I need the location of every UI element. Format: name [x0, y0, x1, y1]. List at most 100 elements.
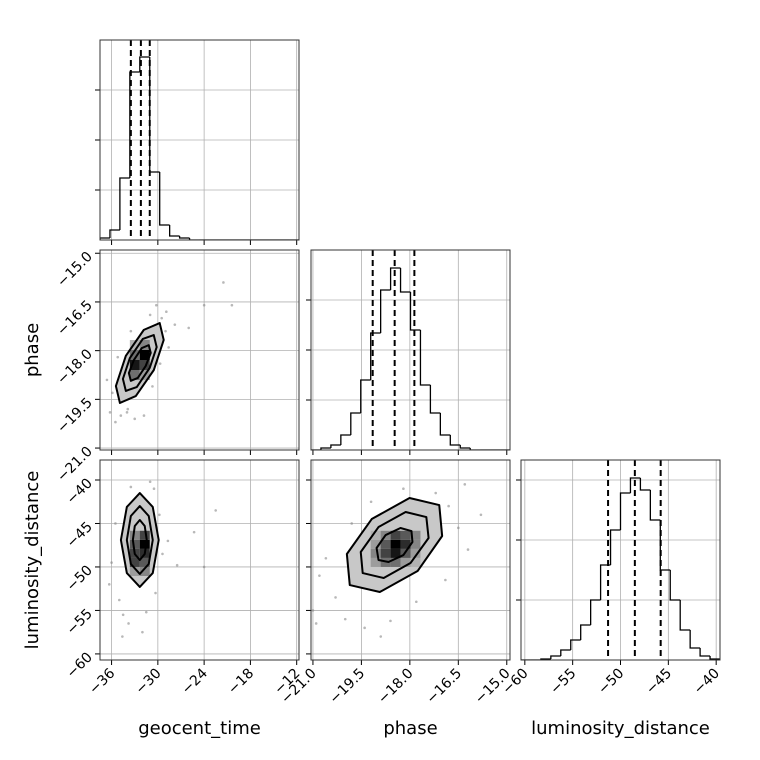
sample-point: [314, 622, 318, 625]
hist-step: [459, 445, 471, 449]
density-cell: [410, 530, 421, 540]
density-cell: [129, 340, 140, 350]
hist-step: [699, 648, 711, 657]
hist-step: [570, 639, 581, 650]
hist-step: [119, 177, 130, 230]
density-cell: [129, 350, 140, 360]
hist-step: [679, 600, 691, 631]
x-axis-label: luminosity_distance: [531, 718, 710, 739]
density-cell: [139, 557, 150, 567]
x-tick-label: −16.5: [423, 666, 465, 708]
density-cell: [390, 548, 401, 558]
density-cell: [400, 539, 411, 549]
density-cell: [380, 548, 391, 558]
hist-step: [590, 599, 601, 625]
y-tick-label: −19.5: [54, 395, 96, 437]
hist-step: [709, 656, 720, 660]
density-cell: [129, 539, 140, 549]
contour: [359, 511, 430, 579]
hist-step: [178, 236, 190, 239]
sample-point: [148, 480, 152, 484]
sample-point: [369, 500, 373, 504]
panel: −36 −30 −24 −18 −12−60−55−50−45−40geocent_ti…: [22, 459, 304, 739]
sample-point: [222, 281, 225, 284]
sample-point: [116, 355, 120, 359]
sample-point: [379, 635, 383, 638]
panel: [306, 249, 511, 455]
sample-point: [127, 622, 130, 625]
sample-point: [105, 378, 109, 382]
sample-point: [175, 563, 179, 567]
plot-area: [105, 281, 234, 424]
y-tick-label: −50: [64, 562, 96, 594]
sample-point: [318, 574, 321, 577]
hist-step: [449, 435, 461, 446]
sample-point: [114, 522, 117, 525]
sample-point: [158, 513, 161, 517]
hist-step: [129, 71, 140, 178]
hist-step: [669, 570, 681, 601]
hist-step: [609, 529, 621, 565]
sample-point: [202, 565, 206, 569]
density-cell: [410, 557, 421, 567]
sample-point: [141, 630, 144, 634]
density-cell: [129, 566, 140, 576]
sample-point: [158, 362, 162, 365]
sample-point: [152, 487, 156, 490]
panel: [95, 39, 300, 245]
sample-point: [108, 411, 112, 414]
sample-point: [214, 509, 217, 512]
x-tick-label: −50: [595, 666, 627, 698]
sample-point: [114, 420, 117, 424]
sample-point: [155, 303, 158, 307]
hist-step: [380, 289, 391, 333]
sample-point: [447, 504, 450, 508]
x-tick-label: −30: [132, 666, 164, 698]
panel-frame: [99, 459, 300, 661]
density-cell: [370, 548, 381, 558]
sample-point: [160, 316, 164, 320]
hist-step: [689, 630, 701, 649]
hist-step: [560, 649, 571, 656]
sample-point: [164, 329, 167, 333]
y-tick-label: −18.0: [54, 346, 96, 388]
sample-point: [466, 548, 470, 551]
panel-frame: [520, 459, 721, 661]
density-cell: [390, 539, 401, 549]
hist-step: [639, 478, 651, 491]
hist-step: [550, 655, 561, 659]
sample-point: [161, 552, 164, 556]
sample-point: [389, 619, 392, 623]
density-cell: [129, 360, 140, 370]
hist-step: [360, 379, 371, 413]
x-tick-label: −55: [547, 666, 579, 698]
sample-point: [402, 487, 405, 490]
sample-point: [324, 556, 328, 560]
y-axis-label: phase: [22, 323, 43, 377]
density-cell: [129, 530, 140, 540]
hist-step: [629, 477, 641, 493]
sample-point: [167, 346, 170, 349]
sample-point: [457, 526, 460, 530]
density-cell: [380, 539, 391, 549]
hist-step: [320, 447, 331, 450]
density-cell: [400, 530, 411, 540]
sample-point: [121, 635, 124, 638]
plot-area: [521, 460, 720, 660]
sample-point: [444, 578, 447, 582]
density-cell: [139, 566, 150, 576]
sample-point: [173, 323, 177, 326]
hist-step: [399, 268, 411, 293]
hist-step: [619, 492, 631, 530]
sample-point: [166, 539, 170, 543]
hist-step: [330, 444, 341, 448]
x-tick-label: −19.5: [327, 666, 369, 708]
sample-point: [363, 626, 366, 630]
contour: [131, 519, 148, 561]
sample-point: [121, 613, 125, 617]
sample-point: [343, 617, 347, 621]
sample-point: [117, 598, 121, 602]
